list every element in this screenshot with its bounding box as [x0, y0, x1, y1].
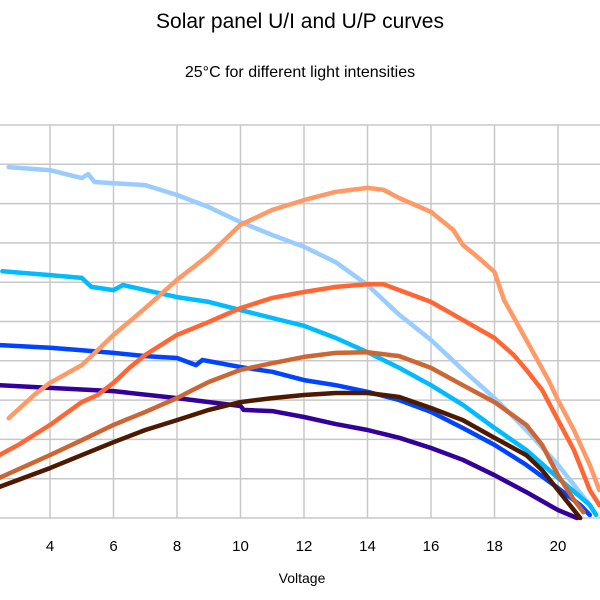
series-line-3 — [0, 382, 580, 521]
series-line-2 — [0, 342, 593, 518]
chart-title: Solar panel U/I and U/P curves — [156, 10, 444, 33]
x-tick-label: 20 — [550, 538, 567, 555]
x-tick-label: 6 — [109, 538, 117, 555]
series-line-0 — [6, 164, 599, 518]
x-tick-label: 16 — [423, 538, 440, 555]
x-tick-label: 4 — [46, 538, 54, 555]
x-tick-label: 8 — [173, 538, 181, 555]
x-tick-label: 10 — [232, 538, 249, 555]
series-line-5 — [0, 281, 600, 508]
series-line-6 — [0, 349, 586, 515]
chart-subtitle: 25°C for different light intensities — [184, 64, 416, 81]
x-axis-label: Voltage — [279, 570, 326, 586]
x-tick-label: 12 — [296, 538, 313, 555]
x-tick-labels: 4 6 8 10 12 14 16 18 20 — [46, 538, 567, 555]
series-line-4 — [6, 185, 600, 493]
series-line-7 — [0, 390, 583, 521]
series-line-1 — [0, 268, 599, 518]
x-tick-label: 18 — [486, 538, 503, 555]
x-tick-label: 14 — [359, 538, 376, 555]
series-lines — [0, 164, 600, 521]
grid — [0, 124, 600, 519]
